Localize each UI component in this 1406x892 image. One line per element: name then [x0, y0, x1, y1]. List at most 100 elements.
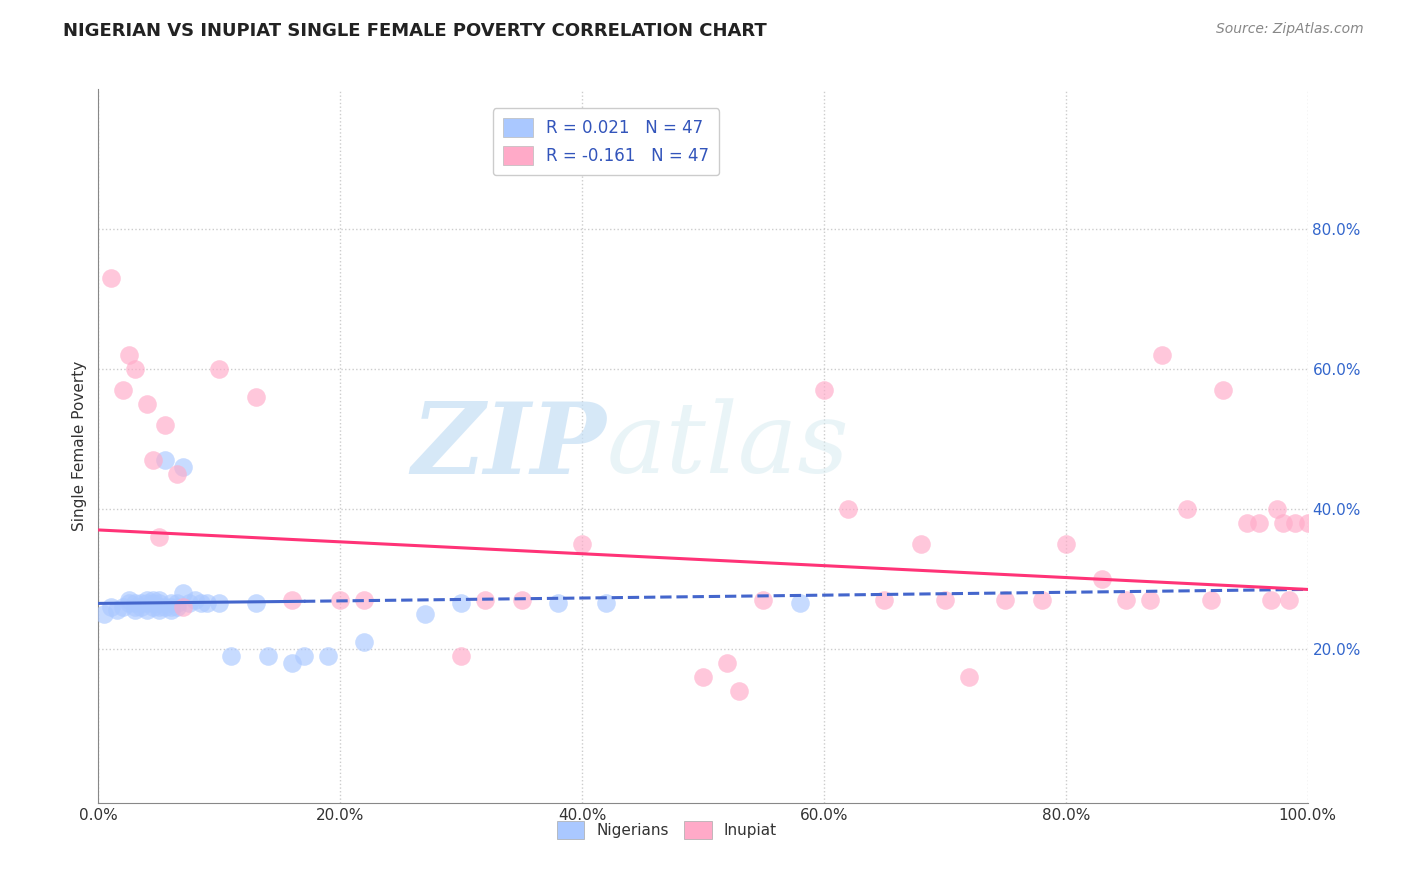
Point: [148, 603, 170, 617]
Point: [153, 417, 176, 432]
Point: [111, 599, 134, 614]
Point: [1175, 502, 1198, 516]
Point: [1115, 593, 1137, 607]
Point: [1272, 516, 1295, 530]
Point: [93, 607, 115, 621]
Point: [195, 596, 218, 610]
Point: [142, 599, 165, 614]
Point: [595, 596, 617, 610]
Point: [994, 593, 1017, 607]
Point: [172, 460, 194, 475]
Point: [728, 684, 751, 698]
Point: [934, 593, 956, 607]
Point: [1199, 593, 1222, 607]
Point: [172, 599, 194, 614]
Point: [450, 596, 472, 610]
Point: [353, 593, 375, 607]
Point: [281, 656, 304, 670]
Point: [1260, 593, 1282, 607]
Point: [100, 599, 122, 614]
Point: [135, 603, 157, 617]
Point: [413, 607, 436, 621]
Point: [1152, 348, 1174, 362]
Point: [208, 596, 231, 610]
Point: [208, 362, 231, 376]
Point: [135, 593, 157, 607]
Point: [1212, 383, 1234, 397]
Point: [124, 603, 146, 617]
Point: [148, 593, 170, 607]
Point: [135, 397, 157, 411]
Point: [1249, 516, 1271, 530]
Point: [789, 596, 811, 610]
Point: [124, 599, 146, 614]
Point: [190, 596, 212, 610]
Point: [129, 596, 152, 610]
Point: [160, 603, 183, 617]
Point: [100, 271, 122, 285]
Point: [316, 648, 339, 663]
Point: [245, 596, 267, 610]
Point: [142, 453, 165, 467]
Point: [148, 596, 170, 610]
Point: [153, 599, 176, 614]
Point: [111, 383, 134, 397]
Point: [716, 656, 738, 670]
Point: [1091, 572, 1114, 586]
Point: [910, 537, 932, 551]
Point: [256, 648, 278, 663]
Point: [135, 596, 157, 610]
Point: [510, 593, 533, 607]
Point: [118, 593, 141, 607]
Point: [148, 599, 170, 614]
Point: [129, 599, 152, 614]
Point: [142, 596, 165, 610]
Point: [1139, 593, 1161, 607]
Text: Source: ZipAtlas.com: Source: ZipAtlas.com: [1216, 22, 1364, 37]
Point: [692, 670, 714, 684]
Text: atlas: atlas: [606, 399, 849, 493]
Point: [179, 596, 201, 610]
Point: [1278, 593, 1301, 607]
Point: [957, 670, 980, 684]
Point: [752, 593, 775, 607]
Point: [105, 603, 128, 617]
Point: [281, 593, 304, 607]
Point: [1031, 593, 1053, 607]
Point: [474, 593, 496, 607]
Point: [813, 383, 835, 397]
Point: [124, 362, 146, 376]
Point: [873, 593, 896, 607]
Point: [160, 596, 183, 610]
Point: [292, 648, 315, 663]
Point: [1267, 502, 1289, 516]
Point: [1284, 516, 1306, 530]
Y-axis label: Single Female Poverty: Single Female Poverty: [72, 361, 87, 531]
Point: [353, 635, 375, 649]
Point: [221, 648, 243, 663]
Point: [329, 593, 352, 607]
Point: [118, 596, 141, 610]
Point: [166, 596, 188, 610]
Text: ZIP: ZIP: [412, 398, 606, 494]
Point: [148, 530, 170, 544]
Point: [837, 502, 859, 516]
Text: NIGERIAN VS INUPIAT SINGLE FEMALE POVERTY CORRELATION CHART: NIGERIAN VS INUPIAT SINGLE FEMALE POVERT…: [63, 22, 768, 40]
Point: [1296, 516, 1319, 530]
Point: [166, 467, 188, 481]
Point: [245, 390, 267, 404]
Legend: Nigerians, Inupiat: Nigerians, Inupiat: [550, 815, 783, 845]
Point: [547, 596, 569, 610]
Point: [142, 593, 165, 607]
Point: [166, 599, 188, 614]
Point: [1054, 537, 1077, 551]
Point: [160, 599, 183, 614]
Point: [153, 453, 176, 467]
Point: [450, 648, 472, 663]
Point: [124, 596, 146, 610]
Point: [571, 537, 593, 551]
Point: [172, 586, 194, 600]
Point: [1236, 516, 1258, 530]
Point: [118, 348, 141, 362]
Point: [184, 593, 207, 607]
